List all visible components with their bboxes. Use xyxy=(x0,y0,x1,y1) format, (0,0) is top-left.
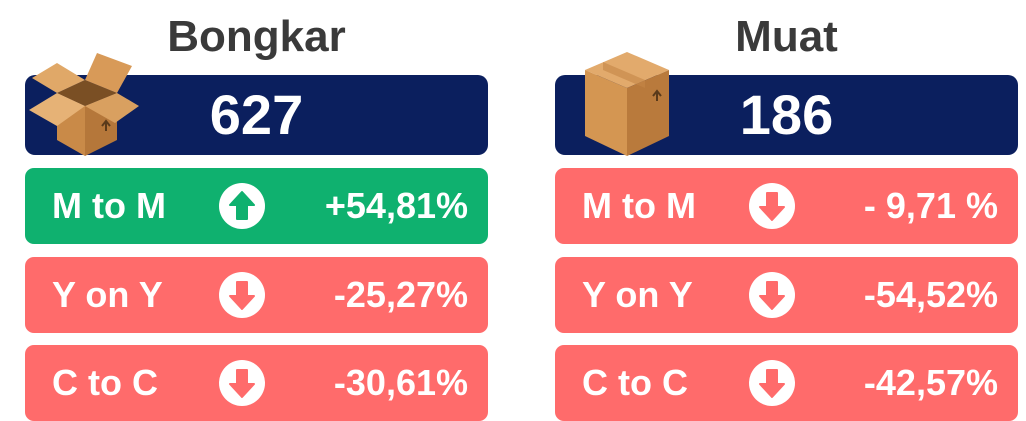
metric-row: C to C -30,61% xyxy=(25,345,488,421)
arrow-up-icon xyxy=(218,182,266,230)
metric-label: C to C xyxy=(582,345,688,421)
arrow-down-icon xyxy=(218,359,266,407)
metric-label: C to C xyxy=(52,345,158,421)
metric-row: M to M +54,81% xyxy=(25,168,488,244)
panel: Bongkar 627 M to M+54,81%Y on Y-25,27%C … xyxy=(25,0,488,418)
metric-row: M to M - 9,71 % xyxy=(555,168,1018,244)
metric-label: Y on Y xyxy=(582,257,693,333)
closed-box-icon xyxy=(577,38,677,163)
metric-value: -42,57% xyxy=(864,345,998,421)
arrow-down-icon xyxy=(748,271,796,319)
metric-value: +54,81% xyxy=(325,168,468,244)
metric-row: C to C -42,57% xyxy=(555,345,1018,421)
total-value: 627 xyxy=(210,83,303,146)
metric-value: -25,27% xyxy=(334,257,468,333)
metric-label: M to M xyxy=(582,168,696,244)
arrow-down-icon xyxy=(748,182,796,230)
arrow-down-icon xyxy=(748,359,796,407)
arrow-down-icon xyxy=(218,271,266,319)
page: Bongkar 627 M to M+54,81%Y on Y-25,27%C … xyxy=(0,0,1026,418)
open-box-icon xyxy=(27,38,142,163)
metric-row: Y on Y -54,52% xyxy=(555,257,1018,333)
metric-value: -30,61% xyxy=(334,345,468,421)
total-value: 186 xyxy=(740,83,833,146)
metric-value: -54,52% xyxy=(864,257,998,333)
metric-value: - 9,71 % xyxy=(864,168,998,244)
metric-label: M to M xyxy=(52,168,166,244)
metric-label: Y on Y xyxy=(52,257,163,333)
panel: Muat 186 M to M- 9,71 %Y on Y-54,52%C to… xyxy=(555,0,1018,418)
metric-row: Y on Y -25,27% xyxy=(25,257,488,333)
